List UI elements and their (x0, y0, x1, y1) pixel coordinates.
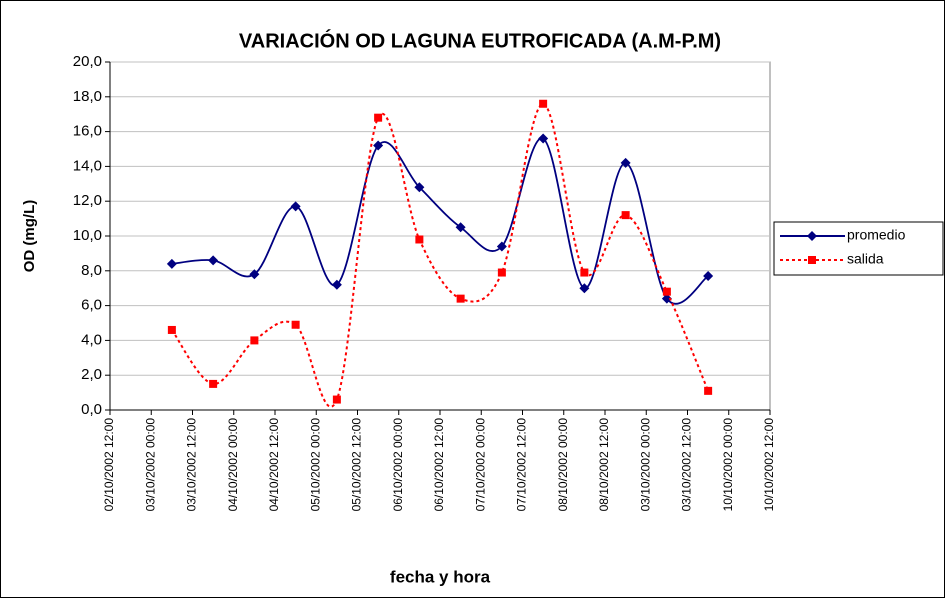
x-tick-label: 04/10/2002 12:00 (267, 418, 281, 512)
y-axis-label: OD (mg/L) (21, 200, 38, 273)
x-tick-label: 10/10/2002 00:00 (721, 418, 735, 512)
x-axis-label: fecha y hora (390, 567, 491, 586)
data-point (331, 279, 342, 290)
data-point (249, 269, 260, 280)
data-point (415, 235, 424, 244)
data-point (497, 268, 506, 277)
data-point (208, 255, 219, 266)
y-tick-label: 0,0 (81, 401, 102, 418)
x-tick-label: 04/10/2002 00:00 (226, 418, 240, 512)
x-tick-label: 06/10/2002 00:00 (391, 418, 405, 512)
data-point (373, 140, 384, 151)
data-point (455, 222, 466, 233)
y-tick-label: 8,0 (81, 262, 102, 279)
x-tick-label: 03/10/2002 00:00 (638, 418, 652, 512)
legend-marker (807, 231, 817, 241)
data-point (332, 395, 341, 404)
y-tick-label: 6,0 (81, 297, 102, 314)
legend-label: salida (847, 251, 884, 267)
data-point (414, 182, 425, 193)
y-tick-label: 12,0 (73, 192, 102, 209)
x-tick-label: 03/10/2002 12:00 (680, 418, 694, 512)
data-point (580, 268, 589, 277)
x-tick-label: 03/10/2002 00:00 (143, 418, 157, 512)
x-tick-label: 02/10/2002 12:00 (102, 418, 116, 512)
data-point (661, 293, 672, 304)
y-tick-label: 14,0 (73, 157, 102, 174)
data-point (166, 258, 177, 269)
legend-marker (808, 256, 816, 264)
data-point (291, 320, 300, 329)
data-point (703, 271, 714, 282)
data-point (662, 287, 671, 296)
x-tick-label: 08/10/2002 12:00 (597, 418, 611, 512)
legend-label: promedio (847, 227, 906, 243)
y-tick-label: 10,0 (73, 227, 102, 244)
data-point (538, 133, 549, 144)
x-tick-label: 07/10/2002 12:00 (515, 418, 529, 512)
data-point (167, 325, 176, 334)
data-point (539, 99, 548, 108)
chart-title: VARIACIÓN OD LAGUNA EUTROFICADA (A.M-P.M… (239, 28, 721, 52)
y-tick-label: 16,0 (73, 123, 102, 140)
data-point (620, 157, 631, 168)
legend (773, 221, 944, 276)
y-tick-label: 2,0 (81, 366, 102, 383)
x-tick-label: 05/10/2002 00:00 (308, 418, 322, 512)
x-tick-label: 03/10/2002 12:00 (185, 418, 199, 512)
data-point (579, 283, 590, 294)
data-point (456, 294, 465, 303)
y-tick-label: 18,0 (73, 88, 102, 105)
data-point (209, 379, 218, 388)
y-tick-label: 4,0 (81, 331, 102, 348)
data-point (374, 113, 383, 122)
y-tick-label: 20,0 (73, 53, 102, 70)
x-tick-label: 10/10/2002 12:00 (762, 418, 776, 512)
data-point (704, 386, 713, 395)
x-tick-label: 06/10/2002 12:00 (432, 418, 446, 512)
data-point (290, 201, 301, 212)
series-line (171, 102, 710, 408)
data-point (621, 211, 630, 220)
x-tick-label: 07/10/2002 00:00 (473, 418, 487, 512)
data-point (250, 336, 259, 345)
data-point (496, 241, 507, 252)
x-tick-label: 08/10/2002 00:00 (556, 418, 570, 512)
x-tick-label: 05/10/2002 12:00 (350, 418, 364, 512)
